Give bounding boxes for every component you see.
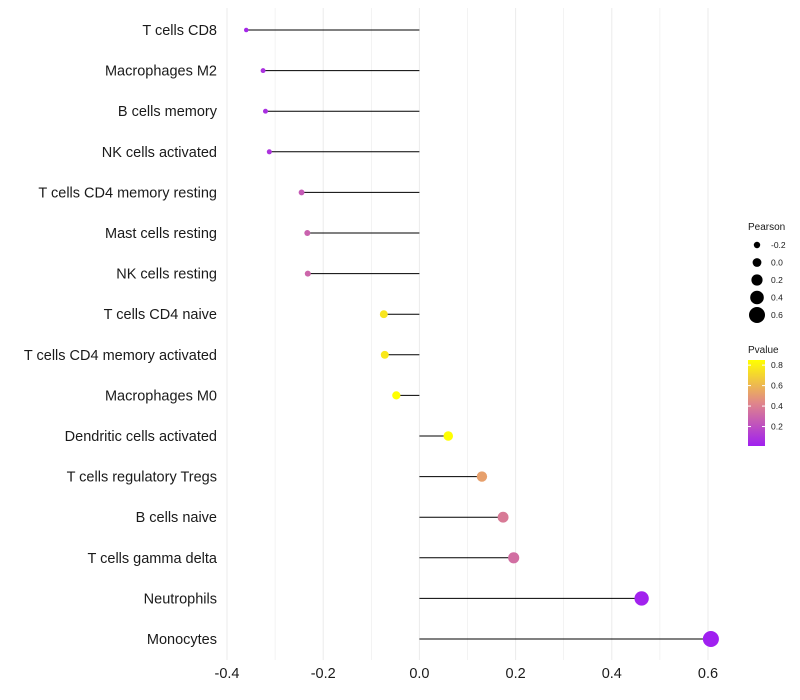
category-label: Monocytes (147, 632, 217, 648)
x-tick-label: 0.0 (409, 666, 429, 682)
lollipop-point (380, 350, 389, 359)
size-legend-key (753, 241, 761, 249)
lollipop-point (508, 552, 520, 564)
color-legend-label: 0.6 (771, 381, 783, 391)
category-label: T cells regulatory Tregs (67, 470, 217, 486)
lollipop-point (263, 108, 268, 114)
lollipop-point (260, 68, 266, 74)
x-tick-label: 0.6 (698, 666, 718, 682)
x-tick-label: -0.2 (311, 666, 336, 682)
category-label: B cells naive (136, 510, 217, 526)
size-legend-label: 0.4 (771, 293, 783, 303)
size-legend-label: 0.6 (771, 310, 783, 320)
lollipop-point (304, 270, 311, 277)
size-legend-key (751, 274, 763, 286)
color-legend-bar (748, 360, 765, 446)
category-label: Macrophages M2 (105, 64, 217, 80)
lollipop-point (443, 431, 454, 441)
category-labels: T cells CD8 Macrophages M2 B cells memory N… (24, 23, 218, 648)
category-label: B cells memory (118, 104, 218, 120)
pearson-size-legend: Pearson -0.2 0.0 0.2 0.4 0.6 (748, 222, 786, 323)
lollipop-point (379, 310, 388, 319)
lollipop-point (244, 27, 249, 33)
category-label: T cells gamma delta (88, 551, 218, 567)
category-label: Mast cells resting (105, 226, 217, 242)
grid-lines (226, 8, 709, 660)
category-label: NK cells activated (102, 145, 217, 161)
color-legend-label: 0.2 (771, 422, 783, 432)
category-label: Dendritic cells activated (65, 429, 217, 445)
size-legend-key (752, 258, 762, 267)
x-tick-label: 0.4 (602, 666, 622, 682)
x-axis-ticks: -0.4 -0.2 0.0 0.2 0.4 0.6 (215, 666, 719, 682)
size-legend-label: -0.2 (771, 240, 786, 250)
category-label: Macrophages M0 (105, 388, 217, 404)
category-label: T cells CD4 memory activated (24, 348, 217, 364)
lollipop-point (392, 391, 401, 400)
category-label: T cells CD8 (142, 23, 217, 39)
lollipop-point (304, 229, 311, 237)
lollipop-point (702, 630, 719, 648)
lollipop-stems (246, 29, 711, 640)
lollipop-point (476, 471, 488, 482)
pvalue-color-legend: Pvalue 0.2 0.4 0.6 0.8 (748, 345, 783, 446)
size-legend-key (750, 290, 764, 305)
size-legend-label: 0.0 (771, 258, 783, 268)
category-label: NK cells resting (116, 267, 217, 283)
color-legend-label: 0.4 (771, 401, 783, 411)
x-tick-label: -0.4 (215, 666, 240, 682)
x-tick-label: 0.2 (506, 666, 526, 682)
category-label: T cells CD4 memory resting (38, 185, 217, 201)
color-legend-title: Pvalue (748, 345, 779, 356)
size-legend-label: 0.2 (771, 275, 783, 285)
lollipop-point (634, 591, 649, 606)
lollipop-points (244, 27, 719, 648)
lollipop-point (298, 189, 305, 196)
size-legend-title: Pearson (748, 222, 785, 233)
size-legend-key (749, 307, 765, 323)
category-label: T cells CD4 naive (104, 307, 217, 323)
lollipop-point (266, 149, 272, 155)
color-legend-label: 0.8 (771, 360, 783, 370)
category-label: Neutrophils (144, 591, 217, 607)
lollipop-point (497, 511, 509, 523)
